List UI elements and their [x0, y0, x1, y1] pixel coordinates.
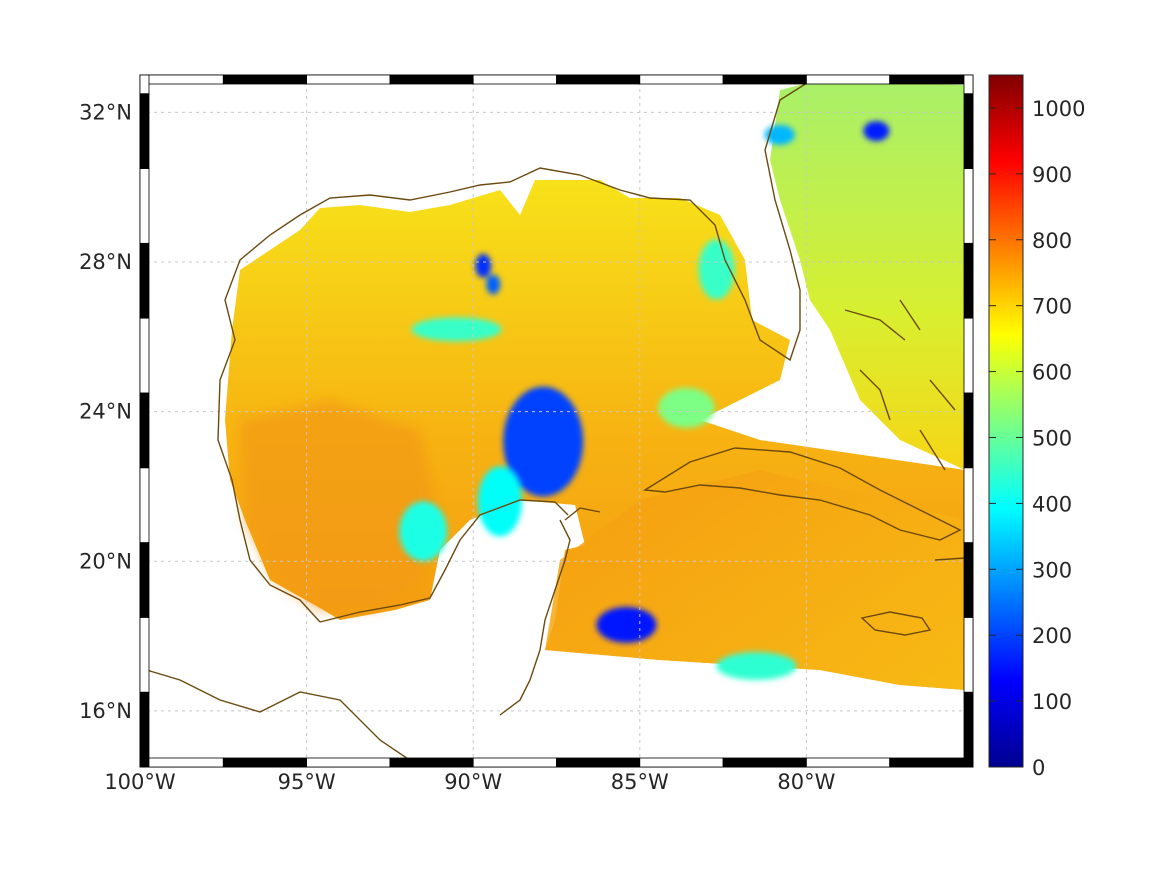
colorbar-tick-label: 200 [1032, 624, 1072, 648]
latitude-tick-label: 28°N [79, 250, 132, 274]
low-value-patch [863, 121, 890, 142]
map-frame [139, 74, 974, 768]
frame-segment [472, 74, 557, 85]
frame-segment [963, 392, 974, 469]
frame-segment [139, 93, 150, 169]
colorbar-border [988, 74, 1024, 768]
frame-segment [222, 74, 308, 85]
frame-segment [806, 757, 891, 768]
latitude-labels: 32°N 28°N 24°N 20°N 16°N [79, 100, 132, 722]
frame-segment [722, 74, 807, 85]
frame-segment [139, 242, 150, 319]
colorbar-tick-label: 100 [1032, 690, 1072, 714]
latitude-tick-label: 24°N [79, 400, 132, 424]
frame-segment [963, 317, 974, 394]
frame-segment [139, 616, 150, 693]
coastlines [140, 77, 966, 767]
longitude-labels: 100°W 95°W 90°W 85°W 80°W [104, 770, 835, 794]
frame-segment [639, 757, 724, 768]
frame-segment [306, 757, 391, 768]
frame-segment [963, 93, 974, 169]
frame-segment [139, 757, 224, 768]
frame-segment [139, 542, 150, 618]
latitude-tick-label: 16°N [79, 699, 132, 723]
frame-segment [806, 74, 891, 85]
longitude-tick-label: 80°W [777, 770, 835, 794]
frame-segment [389, 74, 474, 85]
frame-segment [963, 542, 974, 618]
longitude-tick-label: 90°W [444, 770, 502, 794]
frame-segment [963, 74, 974, 95]
low-value-patch [764, 124, 795, 145]
colorbar-tick-label: 700 [1032, 295, 1072, 319]
frame-segment [472, 757, 557, 768]
low-value-patch [399, 501, 448, 562]
low-value-patch [716, 652, 797, 681]
low-value-patch [411, 317, 502, 342]
longitude-tick-label: 95°W [278, 770, 336, 794]
cuba-coast [642, 447, 962, 541]
low-value-patch [475, 253, 492, 278]
low-value-patch [486, 274, 501, 295]
longitude-tick-label: 100°W [104, 770, 176, 794]
frame-segment [963, 691, 974, 768]
jamaica-coast [860, 611, 932, 636]
frame-segment [306, 74, 391, 85]
frame-segment [139, 392, 150, 469]
colorbar-gradient [989, 75, 1023, 767]
colorbar-tick-label: 800 [1032, 229, 1072, 253]
frame-segment [556, 757, 641, 768]
colorbar-tick-label: 900 [1032, 163, 1072, 187]
latitude-tick-label: 20°N [79, 549, 132, 573]
low-value-patch [698, 239, 735, 300]
frame-segment [722, 757, 807, 768]
colorbar-tick-label: 400 [1032, 492, 1072, 516]
low-value-patch [658, 387, 715, 428]
frame-segment [963, 242, 974, 319]
gulf-coast [140, 77, 816, 767]
hispaniola-coast [934, 557, 966, 561]
low-value-patch [503, 386, 584, 497]
data-field [225, 80, 965, 690]
frame-segment [639, 74, 724, 85]
bahamas-coast [844, 299, 956, 471]
colorbar-tick-label: 0 [1032, 756, 1045, 780]
low-value-patch [596, 606, 657, 643]
frame-segment [139, 691, 150, 768]
low-value-patch [477, 466, 522, 537]
frame-segment [139, 168, 150, 244]
colorbar-tick-label: 600 [1032, 361, 1072, 385]
frame-segment [963, 168, 974, 244]
frame-segment [139, 74, 150, 95]
colorbar-tick-label: 500 [1032, 426, 1072, 450]
frame-segment [556, 74, 641, 85]
longitude-tick-label: 85°W [611, 770, 669, 794]
frame-segment [139, 74, 224, 85]
western-gulf-warm [240, 400, 440, 610]
frame-segment [889, 74, 974, 85]
frame-segment [963, 616, 974, 693]
frame-segment [139, 317, 150, 394]
gridlines [140, 75, 973, 767]
colorbar: 0 100 200 300 400 500 600 700 800 900 1000 [988, 74, 1085, 780]
atlantic-field [770, 80, 965, 470]
frame-segment [889, 757, 974, 768]
frame-segment [139, 467, 150, 543]
frame-segment [222, 757, 308, 768]
colorbar-tick-label: 1000 [1032, 97, 1085, 121]
latitude-tick-label: 32°N [79, 100, 132, 124]
colorbar-tick-label: 300 [1032, 558, 1072, 582]
frame-segment [963, 467, 974, 543]
frame-segment [389, 757, 474, 768]
